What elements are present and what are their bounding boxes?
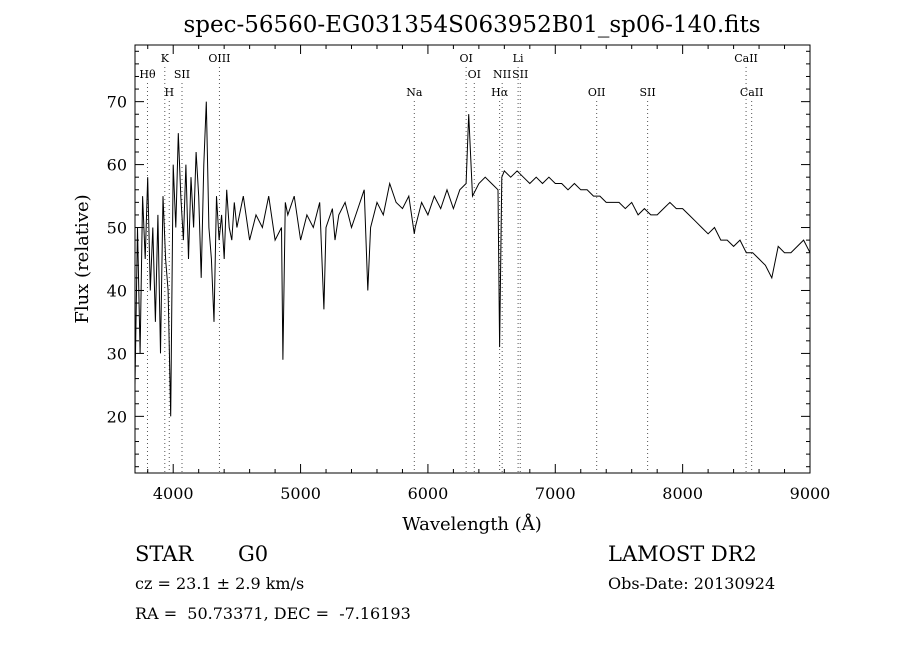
line-label-11: SII [512,68,528,81]
line-label-15: CaII [740,86,764,99]
axis-tick-labels: 4000 5000 6000 7000 8000 9000 20 30 40 50 60 70 [107,93,831,503]
x-tick-label-0: 4000 [153,484,194,503]
x-tick-label-5: 9000 [790,484,831,503]
line-label-12: OII [588,86,606,99]
line-label-4: OIII [208,52,230,65]
object-class: STAR [135,542,194,566]
spectral-subclass: G0 [238,542,269,566]
line-label-1: K [161,52,170,65]
line-label-5: Na [406,86,423,99]
line-label-14: CaII [734,52,758,65]
y-axis-label: Flux (relative) [72,194,93,323]
line-label-6: OI [459,52,472,65]
chart-title: spec-56560-EG031354S063952B01_sp06-140.f… [183,12,760,38]
plot-frame [134,44,811,474]
line-label-8: Hα [491,86,509,99]
line-label-3: SII [174,68,190,81]
x-axis-label: Wavelength (Å) [402,513,542,535]
line-label-2: H [164,86,174,99]
x-tick-label-4: 8000 [662,484,703,503]
redshift-readout: cz = 23.1 ± 2.9 km/s [135,574,305,593]
spectrum-series-line [134,101,811,417]
y-tick-label-0: 20 [107,407,127,426]
survey-name: LAMOST DR2 [608,542,757,566]
y-tick-label-3: 50 [107,219,127,238]
line-label-7: OI [468,68,481,81]
x-tick-label-1: 5000 [280,484,321,503]
x-tick-label-2: 6000 [408,484,449,503]
axis-ticks [135,45,811,473]
y-tick-label-1: 30 [107,344,127,363]
x-tick-label-3: 7000 [535,484,576,503]
line-label-0: Hθ [139,68,156,81]
line-label-13: SII [640,86,656,99]
y-tick-label-5: 70 [107,93,127,112]
line-label-9: NII [493,68,511,81]
observation-date: Obs-Date: 20130924 [608,574,776,593]
y-tick-label-2: 40 [107,281,127,300]
coordinates-readout: RA = 50.73371, DEC = -7.16193 [135,604,411,623]
line-label-10: Li [513,52,524,65]
y-tick-label-4: 60 [107,156,127,175]
spectral-line-markers [146,67,753,473]
